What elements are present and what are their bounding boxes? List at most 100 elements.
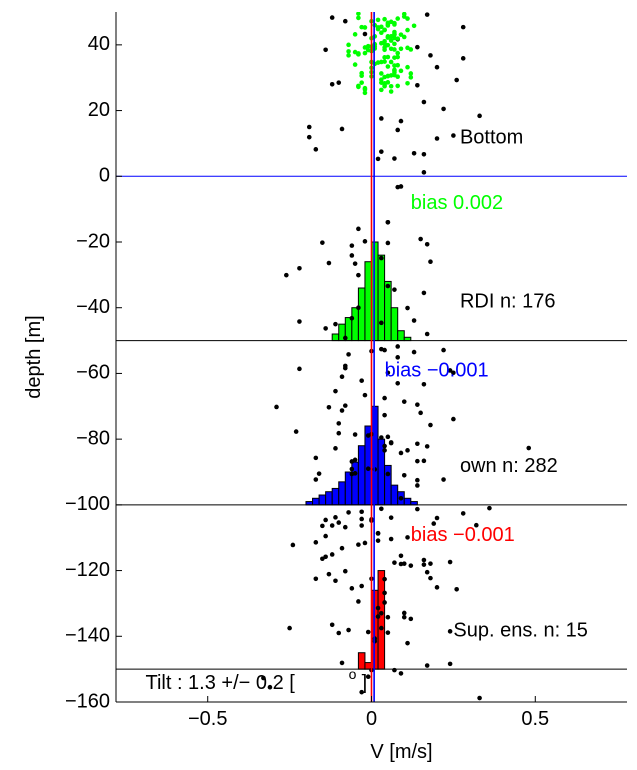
data-point-green [346,49,351,54]
y-tick-label: 0 [99,165,110,187]
y-tick-label: 20 [88,99,110,121]
data-point-black [329,622,335,628]
data-point-black [359,509,364,515]
data-point-black [447,368,453,373]
data-point-black [421,99,427,105]
data-point-black [385,471,391,477]
data-point-black [329,552,335,557]
histogram-bar-sup-ens [357,652,366,670]
data-point-green [385,34,391,39]
data-point-black [323,554,328,560]
histogram-bar-own [312,497,320,506]
data-point-black [415,477,420,483]
data-point-green [382,38,387,44]
data-point-black [342,524,348,530]
data-point-black [261,675,266,681]
data-point-black [323,517,328,523]
data-point-black [359,583,364,589]
annotation-text: bias −0.001 [385,360,489,382]
data-point-black [339,660,345,666]
data-point-green [395,16,401,21]
data-point-black [333,388,338,394]
data-point-black [333,578,338,584]
y-tick-label: −100 [65,493,110,515]
data-point-black [477,695,482,701]
data-point-black [359,378,364,383]
data-point-black [375,156,381,162]
data-point-black [385,630,391,635]
data-point-black [329,523,335,528]
data-point-black [375,538,381,543]
data-point-black [385,614,391,620]
data-point-black [415,44,420,50]
data-point-black [526,445,532,451]
plot-area [116,12,627,702]
data-point-black [329,15,335,20]
histogram-bar-own [338,481,346,506]
data-point-black [385,219,391,225]
data-point-green [382,55,387,60]
data-point-black [398,495,404,501]
data-point-black [415,82,420,88]
data-point-black [395,127,401,133]
data-point-green [395,50,401,56]
data-point-black [424,12,430,17]
data-point-black [336,421,342,426]
data-point-green [356,51,361,56]
data-point-black [405,305,410,311]
data-point-black [313,147,319,152]
histogram-bar-own [344,471,353,506]
data-point-black [411,150,417,156]
data-point-black [424,242,430,247]
data-point-black [415,402,420,407]
data-point-black [287,625,292,631]
data-point-black [313,477,319,482]
annotation-text: Sup. ens. n: 15 [453,619,588,641]
data-point-green [388,59,394,65]
data-point-black [326,260,332,266]
data-point-black [388,536,394,542]
data-point-green [392,70,397,75]
data-point-green [388,89,394,94]
data-point-black [382,395,387,401]
data-point-green [408,47,414,52]
data-point-black [474,522,479,528]
data-point-black [297,265,302,271]
data-point-black [356,599,361,604]
data-point-green [362,90,368,96]
data-point-black [274,404,279,410]
data-point-black [379,255,384,261]
data-point-green [388,19,394,25]
data-point-black [333,515,338,520]
data-point-black [342,335,348,341]
data-point-black [401,399,407,404]
data-point-black [336,520,342,525]
data-point-green [398,32,404,37]
x-tick-label: −0.5 [188,708,227,730]
data-point-green [359,24,364,30]
histogram-bar-own [325,491,333,506]
y-tick-label: −80 [76,427,110,449]
data-point-green [362,45,368,50]
data-point-black [392,287,397,292]
data-point-black [401,472,407,478]
data-point-black [451,370,456,376]
y-tick-label: −60 [76,362,110,384]
data-point-black [424,569,430,575]
data-point-black [320,523,325,529]
data-point-black [326,404,332,410]
data-point-green [375,17,381,23]
data-point-black [431,521,437,526]
data-point-green [388,83,394,89]
data-point-black [415,441,420,447]
data-point-black [395,355,401,360]
data-point-black [382,443,387,449]
y-tick-label: −40 [76,296,110,318]
data-point-black [329,81,335,87]
data-point-black [441,347,446,353]
data-point-black [415,483,420,488]
data-point-green [356,15,361,21]
data-point-green [379,24,384,30]
data-point-black [451,416,456,422]
